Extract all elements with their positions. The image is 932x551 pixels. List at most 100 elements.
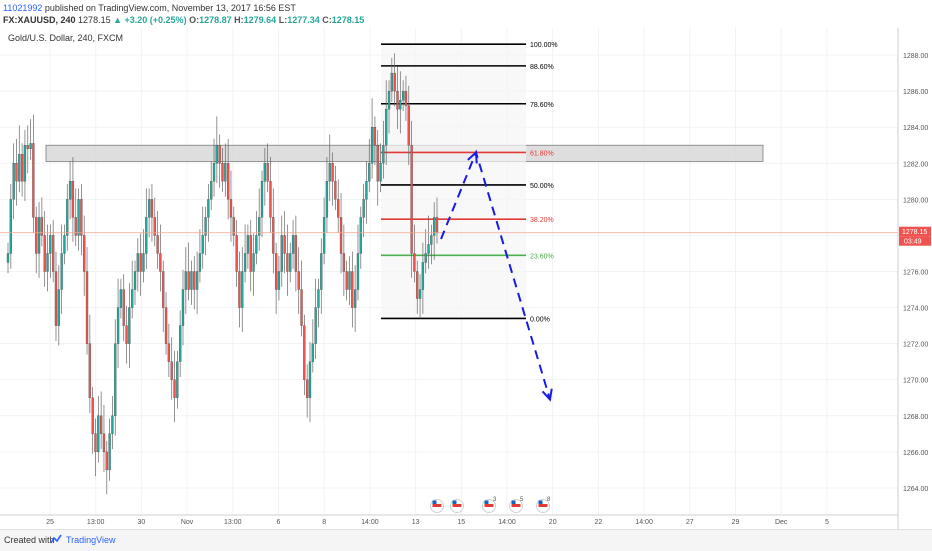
tradingview-link[interactable]: TradingView: [66, 535, 116, 545]
candle-body: [181, 289, 185, 326]
time-tick-label: 13:00: [224, 519, 242, 526]
candle-body: [269, 181, 272, 218]
price-tick-label: 1282.00: [903, 161, 928, 168]
price-tick-label: 1270.00: [903, 378, 928, 385]
price-tick-label: 1284.00: [903, 125, 928, 132]
candle-body: [187, 271, 190, 290]
candle-body: [128, 307, 131, 344]
price-tick-label: 1268.00: [903, 414, 928, 421]
candle-body: [297, 271, 300, 290]
candle-body: [23, 145, 27, 182]
candle-body: [337, 199, 340, 218]
time-tick-label: 29: [732, 519, 740, 526]
fibonacci-retracement[interactable]: 100.00% 88.60% 78.60% 61.80% 50.00% 38.20% 23.…: [381, 42, 558, 323]
candle-body: [162, 271, 165, 308]
candle-body: [74, 217, 77, 236]
open-value: 1278.87: [199, 15, 232, 25]
time-tick-label: 22: [595, 519, 603, 526]
candle-body: [387, 90, 391, 110]
candle-body: [342, 253, 346, 272]
candle-body: [145, 217, 148, 254]
flag-stripe: [511, 504, 521, 507]
time-tick-label: 13: [412, 519, 420, 526]
time-tick-label: 14:00: [635, 519, 653, 526]
time-tick-label: Dec: [775, 519, 788, 526]
candle-body: [49, 235, 52, 254]
candle-body: [328, 163, 331, 182]
candle-body: [131, 289, 134, 308]
symbol-name[interactable]: FX:XAUUSD, 240: [3, 15, 76, 25]
candle-body: [99, 415, 103, 434]
candle-body: [306, 379, 309, 398]
time-tick-label: 14:00: [361, 519, 379, 526]
candle-body: [71, 181, 75, 218]
candle-body: [204, 217, 207, 236]
candle-body: [308, 361, 312, 398]
candle-body: [399, 99, 402, 110]
candle-body: [198, 253, 202, 272]
candle-body: [348, 271, 351, 290]
candle-body: [29, 143, 32, 149]
fib-level-label: 100.00%: [530, 42, 558, 49]
candle-body: [246, 235, 250, 254]
candle-body: [266, 163, 269, 182]
candle-body: [60, 253, 63, 290]
candle-body: [66, 199, 69, 236]
candle-body: [40, 217, 44, 236]
candle-body: [133, 271, 137, 290]
candle-body: [111, 415, 114, 434]
candle-body: [404, 90, 408, 106]
candle-body: [210, 181, 213, 200]
price-change: ▲ +3.20 (+0.25%): [113, 15, 187, 25]
projection-path[interactable]: [440, 149, 553, 402]
price-axis[interactable]: 1264.00 1266.00 1268.00 1270.00 1272.00 1274.…: [903, 53, 928, 493]
close-value: 1278.15: [331, 15, 365, 25]
candle-body: [274, 253, 278, 290]
fib-level-label: 0.00%: [530, 316, 550, 323]
flag-stripe: [484, 504, 494, 507]
candle-body: [20, 154, 24, 182]
candle-body: [235, 235, 238, 272]
candle-body: [291, 235, 295, 254]
fib-background: [381, 44, 526, 319]
author-link[interactable]: 11021992: [3, 3, 43, 13]
price-chart[interactable]: 100.00%88.60%78.60%61.80%50.00%38.20%23.…: [0, 0, 932, 529]
candle-body: [362, 199, 365, 218]
candle-body: [294, 235, 298, 272]
candle-body: [385, 109, 388, 146]
candle-body: [122, 289, 125, 326]
time-axis[interactable]: 25 13:00 30 Nov 13:00 6 8 14:00 13 15 14:00 20 22 14:…: [46, 519, 829, 526]
candle-body: [26, 145, 29, 149]
candle-body: [339, 217, 343, 254]
candle-body: [263, 163, 266, 182]
candle-body: [97, 415, 100, 453]
open-label: O:: [189, 15, 200, 25]
last-price: 1278.15: [78, 15, 111, 25]
candle-body: [252, 253, 255, 272]
time-tick-label: 6: [277, 519, 281, 526]
low-label: L:: [278, 15, 288, 25]
price-tag-box: [899, 226, 931, 237]
candle-body: [325, 181, 329, 218]
candle-body: [153, 217, 156, 236]
fib-level-label: 78.60%: [530, 102, 554, 109]
candle-body: [277, 271, 281, 290]
candle-body: [142, 253, 145, 272]
candle-body: [368, 163, 371, 182]
flag-stripe: [452, 504, 462, 507]
candle-body: [105, 451, 108, 471]
publish-info: 11021992 published on TradingView.com, N…: [3, 3, 296, 13]
candle-body: [430, 235, 433, 245]
candle-body: [289, 253, 292, 272]
candle-body: [136, 253, 139, 272]
candle-body: [255, 235, 258, 254]
candle-body: [114, 343, 117, 416]
price-tick-label: 1286.00: [903, 89, 928, 96]
flag-stripe: [538, 504, 548, 507]
candle-body: [68, 181, 72, 200]
candle-body: [164, 307, 168, 344]
candle-body: [373, 127, 377, 146]
projection-arrowhead-icon: [467, 150, 478, 164]
flag-canton: [484, 500, 489, 504]
economic-events[interactable]: 3 5 8: [430, 497, 552, 513]
